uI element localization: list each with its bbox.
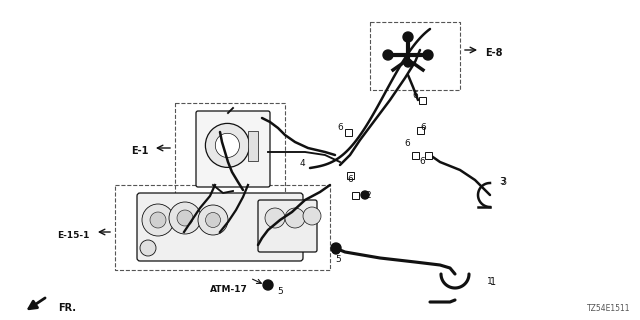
Text: TZ54E1511: TZ54E1511 — [586, 304, 630, 313]
Text: 6: 6 — [347, 175, 353, 185]
Circle shape — [263, 280, 273, 290]
Text: 5: 5 — [335, 255, 341, 265]
Circle shape — [198, 205, 228, 235]
Circle shape — [383, 50, 393, 60]
Text: ATM-17: ATM-17 — [210, 284, 248, 293]
Text: 3: 3 — [499, 178, 505, 187]
Circle shape — [331, 243, 341, 253]
Circle shape — [285, 208, 305, 228]
Circle shape — [423, 50, 433, 60]
Text: FR.: FR. — [58, 303, 76, 313]
Bar — [344, 129, 351, 135]
Text: 6: 6 — [404, 139, 410, 148]
Circle shape — [150, 212, 166, 228]
Text: 6: 6 — [420, 124, 426, 132]
FancyBboxPatch shape — [137, 193, 303, 261]
Bar — [248, 131, 259, 161]
Bar — [424, 151, 431, 158]
Text: 6: 6 — [337, 124, 343, 132]
Circle shape — [265, 208, 285, 228]
Text: 1: 1 — [487, 277, 493, 286]
Circle shape — [332, 246, 340, 254]
Circle shape — [205, 212, 221, 228]
Bar — [412, 151, 419, 158]
Text: E-1: E-1 — [131, 146, 148, 156]
Text: 1: 1 — [490, 277, 496, 287]
Text: 3: 3 — [500, 177, 506, 187]
Circle shape — [303, 207, 321, 225]
Bar — [346, 172, 353, 179]
Text: 6: 6 — [412, 92, 418, 100]
Circle shape — [215, 133, 239, 157]
Circle shape — [142, 204, 174, 236]
Text: E-8: E-8 — [485, 48, 502, 58]
Bar — [417, 126, 424, 133]
Circle shape — [205, 124, 250, 167]
Circle shape — [361, 191, 369, 199]
FancyBboxPatch shape — [258, 200, 317, 252]
Bar — [419, 97, 426, 103]
Bar — [351, 191, 358, 198]
Circle shape — [177, 210, 193, 226]
Circle shape — [169, 202, 201, 234]
Text: 2: 2 — [365, 191, 371, 201]
Circle shape — [403, 32, 413, 42]
Text: E-15-1: E-15-1 — [58, 230, 90, 239]
Text: 4: 4 — [299, 158, 305, 167]
Circle shape — [404, 59, 412, 67]
FancyBboxPatch shape — [196, 111, 270, 187]
Text: 5: 5 — [277, 286, 283, 295]
Circle shape — [140, 240, 156, 256]
Text: 6: 6 — [419, 157, 425, 166]
